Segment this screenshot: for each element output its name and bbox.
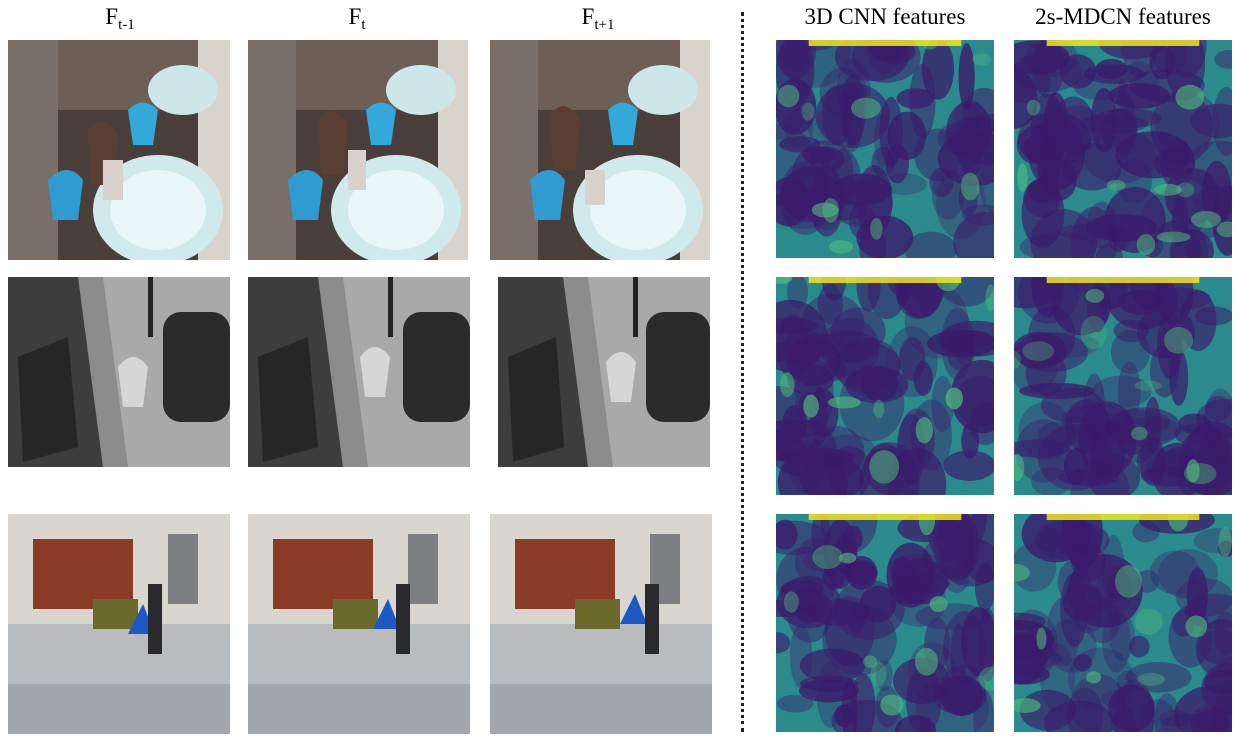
frame-row1-t bbox=[248, 40, 468, 260]
header-2smdcn-features: 2s-MDCN features bbox=[1035, 4, 1211, 29]
frame-row2-t bbox=[248, 277, 470, 467]
header-frame-t-minus-1: Ft-1 bbox=[105, 4, 135, 33]
frame-row3-t-minus-1 bbox=[8, 514, 230, 734]
heatmap-row3-2smdcn bbox=[1014, 514, 1232, 732]
heatmap-row2-2smdcn bbox=[1014, 277, 1232, 495]
frame-row2-t-plus-1 bbox=[498, 277, 710, 467]
frame-row3-t-plus-1 bbox=[490, 514, 712, 734]
frame-row2-t-minus-1 bbox=[8, 277, 230, 467]
heatmap-row1-3dcnn bbox=[776, 40, 994, 258]
dotted-divider bbox=[741, 12, 744, 732]
frame-row3-t bbox=[248, 514, 470, 734]
heatmap-row2-3dcnn bbox=[776, 277, 994, 495]
header-frame-t-plus-1: Ft+1 bbox=[581, 4, 615, 33]
heatmap-row3-3dcnn bbox=[776, 514, 994, 732]
header-3dcnn-features: 3D CNN features bbox=[804, 4, 966, 29]
frame-row1-t-plus-1 bbox=[490, 40, 710, 260]
heatmap-row1-2smdcn bbox=[1014, 40, 1232, 258]
frame-row1-t-minus-1 bbox=[8, 40, 230, 260]
header-frame-t: Ft bbox=[348, 4, 366, 33]
